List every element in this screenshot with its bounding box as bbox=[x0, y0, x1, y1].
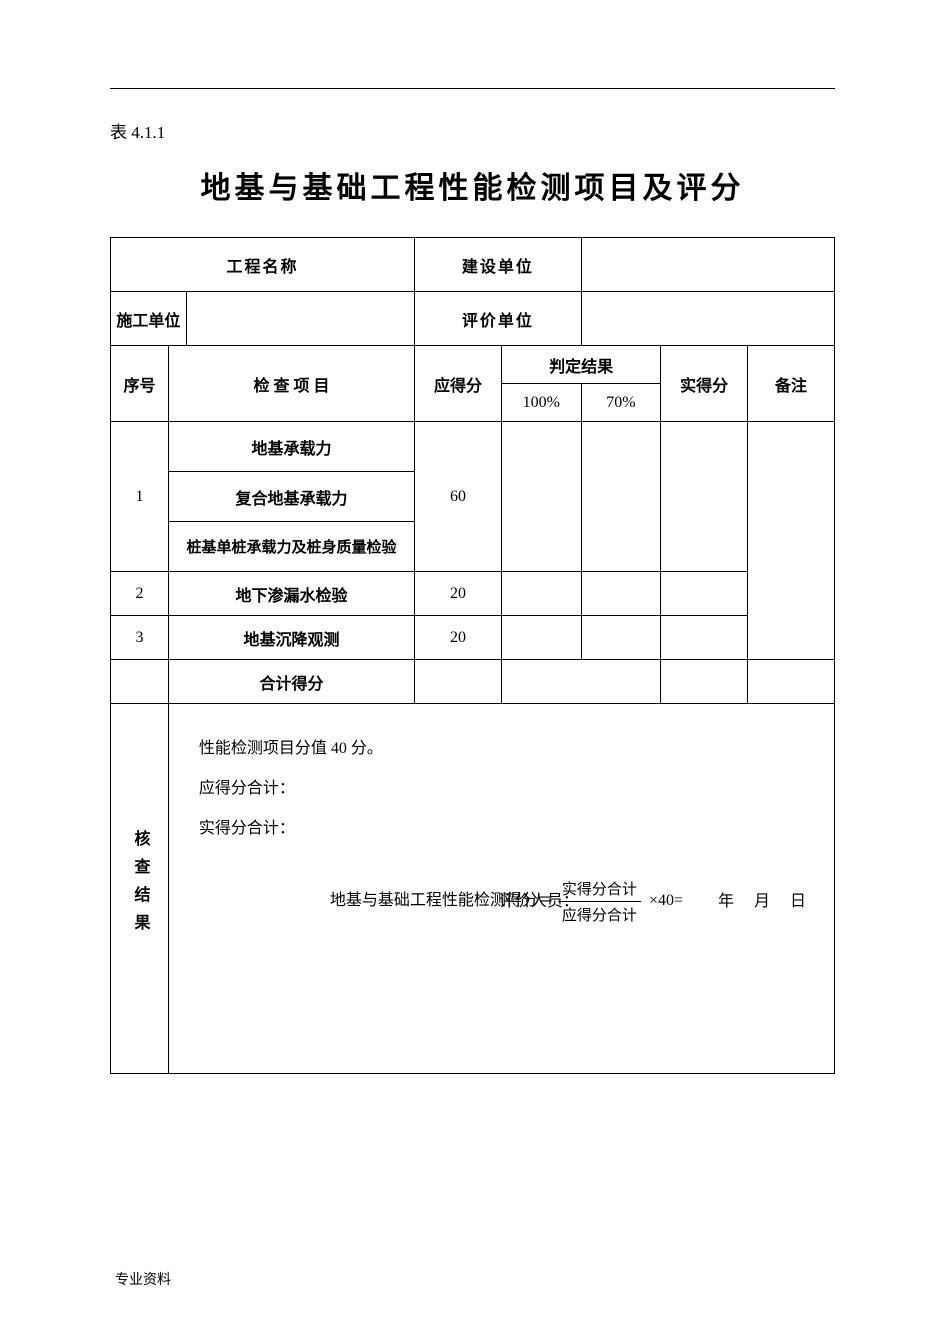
col-pct100: 100% bbox=[501, 384, 581, 422]
footer-text: 专业资料 bbox=[115, 1269, 171, 1289]
seq-1: 1 bbox=[111, 422, 169, 572]
col-item: 检 查 项 目 bbox=[168, 346, 414, 422]
table-row: 核查结果 性能检测项目分值 40 分。 应得分合计： 实得分合计： 地基与基础工… bbox=[111, 704, 835, 1074]
col-judgement: 判定结果 bbox=[501, 346, 660, 384]
date-label: 年 月 日 bbox=[718, 887, 814, 911]
pct70-1 bbox=[581, 422, 661, 572]
col-actual-score: 实得分 bbox=[661, 346, 748, 422]
signature-line: 评价人员： 年 月 日 bbox=[169, 887, 834, 911]
evaluator-label: 评价人员： bbox=[499, 887, 579, 911]
pct100-2 bbox=[501, 572, 581, 616]
pct100-3 bbox=[501, 616, 581, 660]
item-1b: 复合地基承载力 bbox=[168, 472, 414, 522]
result-line1: 性能检测项目分值 40 分。 bbox=[199, 734, 814, 758]
construction-unit-value bbox=[581, 238, 834, 292]
pct70-3 bbox=[581, 616, 661, 660]
col-seq: 序号 bbox=[111, 346, 169, 422]
table-row: 序号 检 查 项 目 应得分 判定结果 实得分 备注 bbox=[111, 346, 835, 384]
result-content: 性能检测项目分值 40 分。 应得分合计： 实得分合计： 地基与基础工程性能检测… bbox=[168, 704, 834, 1074]
total-actual bbox=[661, 660, 748, 704]
page-title: 地基与基础工程性能检测项目及评分 bbox=[110, 163, 835, 207]
col-max-score: 应得分 bbox=[415, 346, 502, 422]
form-table: 工程名称 建设单位 施工单位 评价单位 序号 检 查 项 目 应得分 判定结果 … bbox=[110, 237, 835, 1074]
item-1c: 桩基单桩承载力及桩身质量检验 bbox=[168, 522, 414, 572]
result-line2: 应得分合计： bbox=[199, 774, 814, 798]
pct100-1 bbox=[501, 422, 581, 572]
item-1a: 地基承载力 bbox=[168, 422, 414, 472]
result-side-label: 核查结果 bbox=[111, 704, 169, 1074]
table-row: 施工单位 评价单位 bbox=[111, 292, 835, 346]
actual-2 bbox=[661, 572, 748, 616]
item-3: 地基沉降观测 bbox=[168, 616, 414, 660]
col-remark: 备注 bbox=[748, 346, 835, 422]
actual-1 bbox=[661, 422, 748, 572]
evaluation-unit-label: 评价单位 bbox=[415, 292, 582, 346]
table-number: 表 4.1.1 bbox=[110, 118, 835, 143]
table-row: 工程名称 建设单位 bbox=[111, 238, 835, 292]
construction-unit-label: 建设单位 bbox=[415, 238, 582, 292]
table-row: 3 地基沉降观测 20 bbox=[111, 616, 835, 660]
seq-2: 2 bbox=[111, 572, 169, 616]
page-content: 表 4.1.1 地基与基础工程性能检测项目及评分 工程名称 建设单位 施工单位 … bbox=[0, 0, 945, 1074]
project-name-label: 工程名称 bbox=[111, 238, 415, 292]
remark-1 bbox=[748, 422, 835, 660]
result-line3: 实得分合计： bbox=[199, 814, 814, 838]
evaluation-unit-value bbox=[581, 292, 834, 346]
total-label: 合计得分 bbox=[168, 660, 414, 704]
table-row: 2 地下渗漏水检验 20 bbox=[111, 572, 835, 616]
table-row: 1 地基承载力 60 bbox=[111, 422, 835, 472]
total-remark bbox=[748, 660, 835, 704]
max-1: 60 bbox=[415, 422, 502, 572]
item-2: 地下渗漏水检验 bbox=[168, 572, 414, 616]
seq-3: 3 bbox=[111, 616, 169, 660]
max-2: 20 bbox=[415, 572, 502, 616]
total-max bbox=[415, 660, 502, 704]
contractor-cell: 施工单位 bbox=[111, 292, 415, 346]
total-judgement bbox=[501, 660, 660, 704]
pct70-2 bbox=[581, 572, 661, 616]
header-rule bbox=[110, 88, 835, 89]
contractor-value bbox=[187, 292, 414, 345]
actual-3 bbox=[661, 616, 748, 660]
table-row: 合计得分 bbox=[111, 660, 835, 704]
col-pct70: 70% bbox=[581, 384, 661, 422]
total-seq bbox=[111, 660, 169, 704]
contractor-label-text: 施工单位 bbox=[116, 307, 180, 331]
max-3: 20 bbox=[415, 616, 502, 660]
result-side-label-text: 核查结果 bbox=[127, 830, 151, 942]
